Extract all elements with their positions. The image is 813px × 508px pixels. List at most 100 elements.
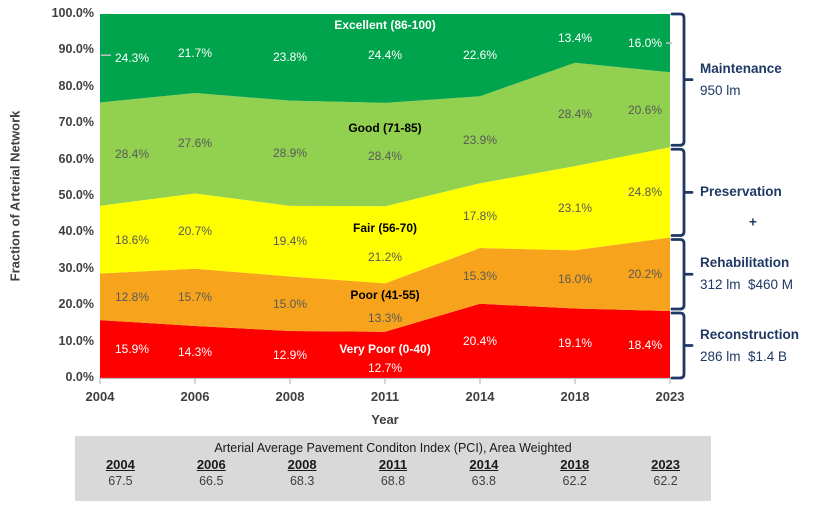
- data-label-excellent-86-100: 24.4%: [367, 48, 403, 63]
- area-excellent-86-100: [100, 14, 670, 103]
- data-label-very-poor-0-40: 20.4%: [462, 333, 498, 348]
- data-label-very-poor-0-40: 18.4%: [627, 337, 663, 352]
- data-label-poor-41-55: 15.3%: [462, 268, 498, 283]
- y-tick-label: 20.0%: [58, 297, 94, 312]
- data-label-very-poor-0-40: 14.3%: [177, 344, 213, 359]
- series-name-good-71-85: Good (71-85): [348, 120, 422, 135]
- data-label-good-71-85: 28.4%: [114, 147, 150, 162]
- x-axis-title: Year: [371, 412, 399, 427]
- data-label-fair-56-70: 24.8%: [627, 185, 663, 200]
- pci-table-grid: 2004 67.5 2006 66.5 2008 68.3 2011 68.8 2014 63.8…: [75, 457, 711, 488]
- pci-year: 2011: [378, 457, 408, 472]
- y-tick-label: 90.0%: [58, 42, 94, 57]
- y-tick-label: 40.0%: [58, 224, 94, 239]
- data-label-excellent-86-100: 13.4%: [557, 31, 593, 46]
- pci-value: 63.8: [471, 474, 497, 488]
- data-label-very-poor-0-40: 12.7%: [367, 360, 403, 375]
- group-subtitle-reconstruction: 286 lm $1.4 B: [700, 348, 788, 364]
- y-tick-label: 60.0%: [58, 151, 94, 166]
- data-label-good-71-85: 28.4%: [367, 148, 403, 163]
- series-name-very-poor-0-40: Very Poor (0-40): [339, 341, 431, 356]
- y-axis-title: Fraction of Arterial Network: [7, 110, 23, 282]
- data-label-fair-56-70: 21.2%: [367, 249, 403, 264]
- area-poor-41-55: [100, 237, 670, 332]
- x-tick-label: 2014: [465, 389, 495, 404]
- pci-table-column: 2023 62.2: [620, 457, 711, 488]
- pci-table-column: 2006 66.5: [166, 457, 257, 488]
- area-good-71-85: [100, 62, 670, 207]
- data-label-poor-41-55: 15.0%: [272, 296, 308, 311]
- data-label-good-71-85: 23.9%: [462, 132, 498, 147]
- group-subtitle-rehabilitation: 312 lm $460 M: [700, 277, 794, 293]
- pci-value: 62.2: [653, 474, 678, 488]
- data-label-excellent-86-100: 22.6%: [462, 48, 498, 63]
- pci-year: 2023: [651, 457, 681, 472]
- data-label-good-71-85: 20.6%: [627, 102, 663, 117]
- x-tick-label: 2006: [180, 389, 210, 404]
- x-tick-label: 2018: [560, 389, 590, 404]
- area-fair-56-70: [100, 147, 670, 284]
- pci-year: 2004: [105, 457, 135, 472]
- y-tick-label: 30.0%: [58, 260, 94, 275]
- bracket-maintenance: [670, 12, 694, 147]
- group-title-preservation: Preservation: [700, 184, 782, 200]
- data-label-poor-41-55: 12.8%: [114, 289, 150, 304]
- pci-table-column: 2008 68.3: [257, 457, 348, 488]
- pci-table-column: 2004 67.5: [75, 457, 166, 488]
- data-label-excellent-86-100: 23.8%: [272, 50, 308, 65]
- pci-table: Arterial Average Pavement Conditon Index…: [75, 436, 711, 501]
- data-label-very-poor-0-40: 19.1%: [557, 336, 593, 351]
- data-label-fair-56-70: 19.4%: [272, 234, 308, 249]
- pci-table-column: 2011 68.8: [348, 457, 439, 488]
- series-name-poor-41-55: Poor (41-55): [350, 287, 420, 302]
- series-name-fair-56-70: Fair (56-70): [352, 220, 418, 235]
- group-title-rehabilitation: Rehabilitation: [700, 255, 790, 271]
- data-label-excellent-86-100: 16.0%: [627, 36, 663, 51]
- data-label-good-71-85: 28.4%: [557, 107, 593, 122]
- data-label-good-71-85: 27.6%: [177, 136, 213, 151]
- y-tick-label: 100.0%: [51, 6, 94, 20]
- plus-sign: +: [749, 214, 757, 230]
- x-tick-label: 2004: [85, 389, 115, 404]
- pci-value: 68.3: [289, 474, 315, 488]
- data-label-fair-56-70: 20.7%: [177, 224, 213, 239]
- x-tick-label: 2011: [370, 389, 400, 404]
- pci-value: 67.5: [108, 474, 133, 488]
- pci-year: 2014: [469, 457, 499, 472]
- data-label-fair-56-70: 18.6%: [114, 232, 150, 247]
- pci-value: 62.2: [562, 474, 587, 488]
- pci-value: 68.8: [380, 474, 406, 488]
- data-label-very-poor-0-40: 15.9%: [114, 342, 150, 357]
- data-label-very-poor-0-40: 12.9%: [272, 347, 308, 362]
- pci-year: 2018: [560, 457, 590, 472]
- data-label-fair-56-70: 23.1%: [557, 201, 593, 216]
- pci-year: 2008: [287, 457, 317, 472]
- y-tick-label: 80.0%: [58, 78, 94, 93]
- pci-value: 66.5: [199, 474, 224, 488]
- group-title-maintenance: Maintenance: [700, 60, 782, 76]
- x-tick-label: 2023: [655, 389, 685, 404]
- data-label-excellent-86-100: 24.3%: [114, 51, 150, 66]
- pci-year: 2006: [196, 457, 226, 472]
- y-tick-label: 70.0%: [58, 115, 94, 130]
- y-tick-label: 10.0%: [58, 333, 94, 348]
- series-name-excellent-86-100: Excellent (86-100): [334, 18, 436, 33]
- y-tick-label: 0.0%: [65, 370, 95, 384]
- data-label-fair-56-70: 17.8%: [462, 208, 498, 223]
- group-title-reconstruction: Reconstruction: [700, 326, 800, 342]
- bracket-preservation: [670, 147, 694, 237]
- pci-table-title: Arterial Average Pavement Conditon Index…: [214, 441, 572, 455]
- pci-table-column: 2018 62.2: [529, 457, 620, 488]
- data-label-good-71-85: 28.9%: [272, 146, 308, 161]
- data-label-poor-41-55: 20.2%: [627, 267, 663, 282]
- x-tick-label: 2008: [275, 389, 305, 404]
- group-subtitle-maintenance: 950 lm: [700, 82, 741, 98]
- data-label-excellent-86-100: 21.7%: [177, 46, 213, 61]
- pci-table-column: 2014 63.8: [438, 457, 529, 488]
- data-label-poor-41-55: 15.7%: [177, 290, 213, 305]
- data-label-poor-41-55: 13.3%: [367, 310, 403, 325]
- bracket-reconstruction: [670, 311, 694, 380]
- area-very-poor-0-40: [100, 303, 670, 378]
